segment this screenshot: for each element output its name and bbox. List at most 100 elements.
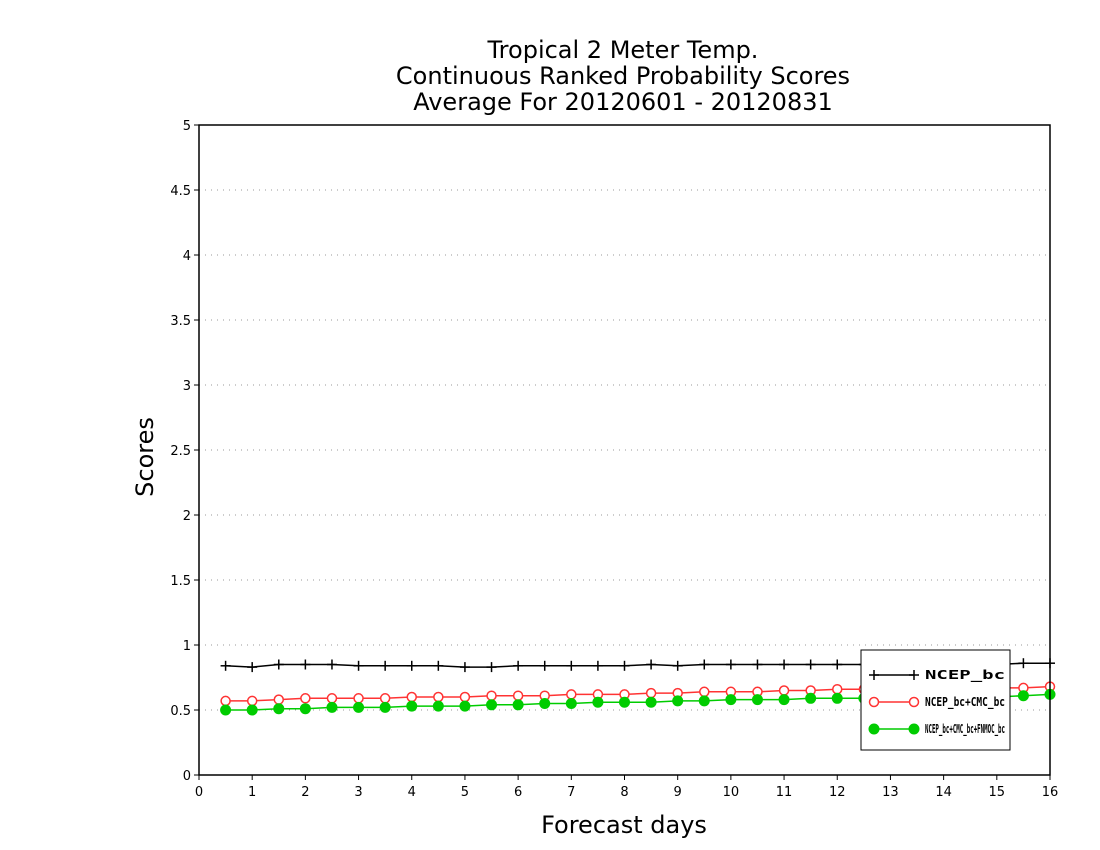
y-tick-label: 1 bbox=[183, 639, 191, 654]
data-point bbox=[247, 662, 258, 673]
y-tick-label: 0 bbox=[183, 769, 191, 784]
y-tick-label: 4.5 bbox=[170, 184, 191, 199]
y-tick-label: 2 bbox=[183, 509, 191, 524]
x-tick-label: 6 bbox=[514, 785, 522, 800]
y-tick-label: 1.5 bbox=[170, 574, 191, 589]
data-point bbox=[326, 693, 338, 704]
data-point bbox=[699, 659, 710, 670]
data-point bbox=[513, 660, 524, 671]
data-point bbox=[406, 660, 417, 671]
data-point bbox=[779, 659, 790, 670]
data-point bbox=[300, 693, 311, 704]
data-point bbox=[645, 696, 657, 708]
data-point bbox=[645, 687, 657, 699]
data-point bbox=[433, 691, 444, 703]
data-point bbox=[433, 660, 444, 671]
data-point bbox=[273, 703, 285, 715]
data-point bbox=[566, 689, 577, 700]
x-tick-label: 5 bbox=[461, 785, 469, 800]
data-point bbox=[459, 662, 470, 673]
y-tick-label: 3.5 bbox=[170, 314, 191, 329]
data-point bbox=[246, 695, 258, 707]
data-point bbox=[459, 700, 471, 712]
data-point bbox=[512, 690, 524, 701]
data-point bbox=[672, 695, 684, 707]
data-point bbox=[832, 683, 843, 695]
x-tick-label: 11 bbox=[776, 785, 793, 800]
data-point bbox=[300, 659, 311, 670]
data-point bbox=[619, 660, 630, 671]
data-point bbox=[698, 695, 710, 707]
data-point bbox=[379, 701, 391, 713]
data-point bbox=[752, 659, 763, 670]
legend-label: NCEP_bc+CMC_bc+FNMOC_bc bbox=[925, 722, 1005, 737]
x-tick-label: 2 bbox=[301, 785, 309, 800]
data-point bbox=[699, 686, 710, 698]
legend-marker bbox=[869, 670, 879, 680]
chart-title: Tropical 2 Meter Temp. Continuous Ranked… bbox=[396, 36, 850, 116]
data-point bbox=[406, 691, 417, 703]
x-tick-label: 9 bbox=[674, 785, 682, 800]
x-tick-label: 1 bbox=[248, 785, 256, 800]
data-point bbox=[512, 699, 524, 711]
data-point bbox=[326, 701, 338, 713]
x-tick-label: 12 bbox=[829, 785, 846, 800]
legend-marker bbox=[868, 723, 880, 735]
axis-ticks: 0 1 2 3 4 5 6 7 8 9 10 11 12 13 14 15 1600.511.522.533.5… bbox=[170, 119, 1058, 800]
data-point bbox=[273, 694, 285, 705]
data-point bbox=[539, 698, 551, 709]
legend-box bbox=[860, 649, 1011, 751]
data-point bbox=[220, 704, 232, 716]
legend-marker bbox=[908, 723, 920, 735]
data-point bbox=[592, 696, 604, 708]
x-tick-label: 10 bbox=[723, 785, 740, 800]
data-point bbox=[1018, 658, 1029, 669]
data-point bbox=[566, 660, 577, 671]
title-line-2: Continuous Ranked Probability Scores bbox=[396, 62, 850, 90]
data-point bbox=[725, 659, 736, 670]
grid bbox=[199, 124, 1050, 711]
data-point bbox=[778, 694, 790, 706]
data-point bbox=[486, 699, 498, 711]
data-point bbox=[326, 659, 337, 670]
x-tick-label: 15 bbox=[989, 785, 1006, 800]
x-tick-label: 8 bbox=[620, 785, 628, 800]
data-point bbox=[831, 692, 843, 704]
data-point bbox=[353, 660, 364, 671]
legend-marker bbox=[868, 696, 880, 708]
legend-label: NCEP_bc+CMC_bc bbox=[925, 695, 1005, 710]
data-point bbox=[778, 685, 790, 696]
y-tick-label: 0.5 bbox=[170, 704, 191, 719]
title-line-1: Tropical 2 Meter Temp. bbox=[487, 36, 759, 64]
data-point bbox=[805, 692, 817, 704]
data-point bbox=[459, 691, 471, 703]
x-tick-label: 16 bbox=[1042, 785, 1059, 800]
legend-label: NCEP_bc bbox=[925, 668, 1005, 683]
data-point bbox=[646, 659, 657, 670]
y-tick-label: 4 bbox=[183, 249, 191, 264]
data-point bbox=[353, 693, 364, 704]
x-tick-label: 7 bbox=[567, 785, 575, 800]
data-point bbox=[220, 660, 231, 671]
data-point bbox=[751, 694, 763, 706]
data-point bbox=[299, 703, 311, 715]
legend-marker bbox=[908, 696, 920, 708]
x-tick-label: 14 bbox=[935, 785, 952, 800]
x-axis-label: Forecast days bbox=[541, 811, 707, 839]
x-tick-label: 13 bbox=[882, 785, 899, 800]
data-point bbox=[353, 701, 365, 713]
data-point bbox=[539, 660, 550, 671]
y-tick-label: 2.5 bbox=[170, 444, 191, 459]
data-point bbox=[379, 693, 391, 704]
data-point bbox=[273, 659, 284, 670]
x-tick-label: 3 bbox=[354, 785, 362, 800]
data-point bbox=[432, 700, 444, 712]
legend: NCEP_bc NCEP_bc+CMC_bc NCEP_bc+CMC_bc+FNMO… bbox=[860, 649, 1011, 751]
y-tick-label: 3 bbox=[183, 379, 191, 394]
data-point bbox=[1017, 690, 1029, 702]
data-point bbox=[486, 690, 497, 701]
data-point bbox=[406, 700, 418, 712]
title-line-3: Average For 20120601 - 20120831 bbox=[413, 88, 833, 116]
y-tick-label: 5 bbox=[183, 119, 191, 134]
